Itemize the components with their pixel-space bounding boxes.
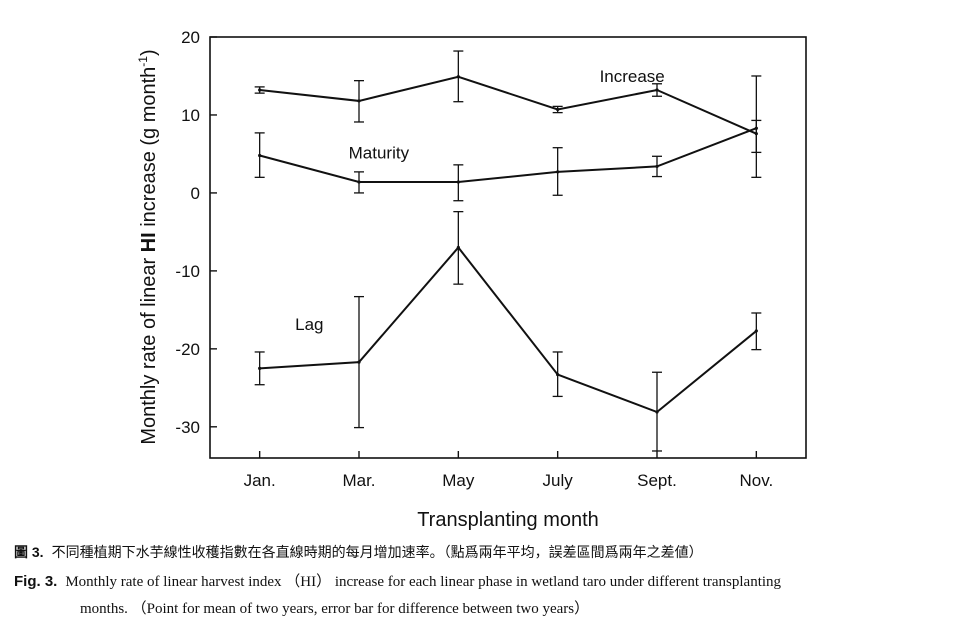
x-tick-label: Jan. [244, 471, 276, 490]
caption-english-line2: months. （Point for mean of two years, er… [80, 601, 590, 617]
y-tick-label: 0 [191, 184, 200, 203]
data-point [556, 107, 560, 112]
data-point [357, 360, 361, 364]
y-tick-label: -30 [175, 418, 200, 437]
series-line-maturity [259, 127, 757, 184]
y-axis-title: Monthly rate of linear HI increase (g mo… [136, 49, 160, 444]
caption-chinese-text: 不同種植期下水芋線性收穫指數在各直線時期的每月增加速率。（點爲兩年平均，誤差區間… [51, 545, 703, 561]
data-point [655, 164, 659, 169]
y-axis-ticks: 20 10 0 -10 -20 -30 [175, 28, 217, 437]
data-point [357, 99, 361, 103]
data-point [754, 126, 758, 130]
caption-english-continued: months. （Point for mean of two years, er… [80, 598, 589, 620]
series-line-increase [259, 75, 757, 135]
caption-chinese: 圖 3. 不同種植期下水芋線性收穫指數在各直線時期的每月增加速率。（點爲兩年平均，… [14, 541, 703, 564]
y-tick-label: 20 [181, 28, 200, 47]
x-axis-ticks: Jan. Mar. May July Sept. Nov. [244, 451, 773, 490]
y-tick-label: 10 [181, 106, 200, 125]
data-point [456, 180, 460, 184]
caption-english-label: Fig. 3. [14, 573, 58, 590]
x-tick-label: Sept. [637, 471, 677, 490]
x-tick-label: Mar. [342, 471, 375, 490]
caption-english: Fig. 3. Monthly rate of linear harvest in… [14, 571, 781, 593]
series-line-lag [259, 245, 757, 414]
data-point [556, 170, 560, 174]
series-lines [258, 75, 758, 414]
data-point [754, 132, 758, 136]
series-labels: Increase Maturity Lag [295, 67, 665, 334]
data-point [258, 88, 262, 92]
data-point [258, 366, 262, 370]
x-axis-title: Transplanting month [417, 509, 599, 531]
data-point [456, 245, 460, 250]
data-point [258, 153, 262, 158]
data-point [655, 88, 659, 92]
x-tick-label: May [442, 471, 475, 490]
x-tick-label: July [543, 471, 574, 490]
plot-frame [209, 36, 807, 459]
caption-english-line1: Monthly rate of linear harvest index （HI… [65, 574, 782, 590]
y-tick-label: -10 [175, 262, 200, 281]
series-label-maturity: Maturity [349, 144, 410, 163]
y-tick-label: -20 [175, 340, 200, 359]
error-bars [254, 50, 762, 452]
caption-chinese-label: 圖 3. [14, 544, 44, 560]
data-point [357, 180, 361, 184]
series-label-lag: Lag [295, 315, 323, 334]
data-point [754, 329, 758, 333]
data-point [456, 75, 460, 79]
series-label-increase: Increase [600, 67, 665, 86]
data-point [556, 372, 560, 377]
x-tick-label: Nov. [739, 471, 773, 490]
data-point [655, 410, 659, 414]
